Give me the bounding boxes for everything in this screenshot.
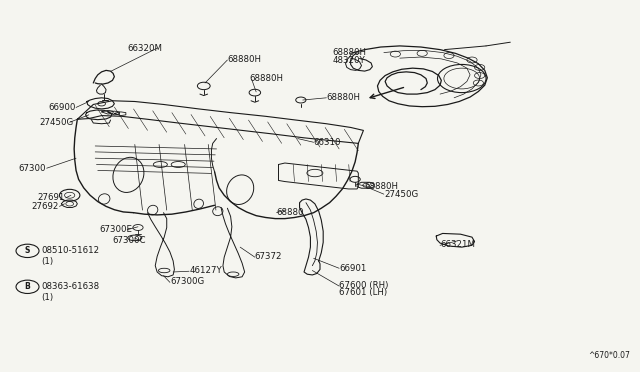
Text: 68880H: 68880H bbox=[326, 93, 360, 102]
Text: 67300E: 67300E bbox=[100, 225, 132, 234]
Text: 27692: 27692 bbox=[31, 202, 59, 211]
Text: 27691: 27691 bbox=[38, 193, 65, 202]
Text: 68880: 68880 bbox=[276, 208, 304, 217]
Text: 68880H: 68880H bbox=[227, 55, 261, 64]
Text: 66901: 66901 bbox=[339, 264, 367, 273]
Text: (1): (1) bbox=[42, 294, 54, 302]
Text: ^670*0.07: ^670*0.07 bbox=[588, 351, 630, 360]
Text: 67300C: 67300C bbox=[113, 236, 146, 246]
Text: 67300: 67300 bbox=[19, 164, 46, 173]
Text: 27450G: 27450G bbox=[39, 118, 73, 127]
Text: 68880H: 68880H bbox=[250, 74, 284, 83]
Text: (1): (1) bbox=[42, 257, 54, 266]
Text: 66320M: 66320M bbox=[127, 44, 162, 53]
Text: 66900: 66900 bbox=[49, 103, 76, 112]
Text: 27450G: 27450G bbox=[384, 190, 418, 199]
Text: 08510-51612: 08510-51612 bbox=[42, 246, 100, 255]
Text: 67601 (LH): 67601 (LH) bbox=[339, 288, 387, 297]
Text: 68880H: 68880H bbox=[365, 182, 399, 190]
Text: 08363-61638: 08363-61638 bbox=[42, 282, 100, 291]
Text: S: S bbox=[25, 246, 30, 255]
Text: 46127Y: 46127Y bbox=[189, 266, 222, 275]
Text: 48320Y: 48320Y bbox=[333, 56, 365, 65]
Text: 67372: 67372 bbox=[255, 252, 282, 261]
Text: 66321M: 66321M bbox=[440, 240, 475, 249]
Text: 68880H: 68880H bbox=[333, 48, 367, 57]
Text: 67300G: 67300G bbox=[170, 277, 204, 286]
Text: 66310: 66310 bbox=[314, 138, 341, 147]
Text: B: B bbox=[25, 282, 30, 291]
Text: 67600 (RH): 67600 (RH) bbox=[339, 281, 388, 290]
